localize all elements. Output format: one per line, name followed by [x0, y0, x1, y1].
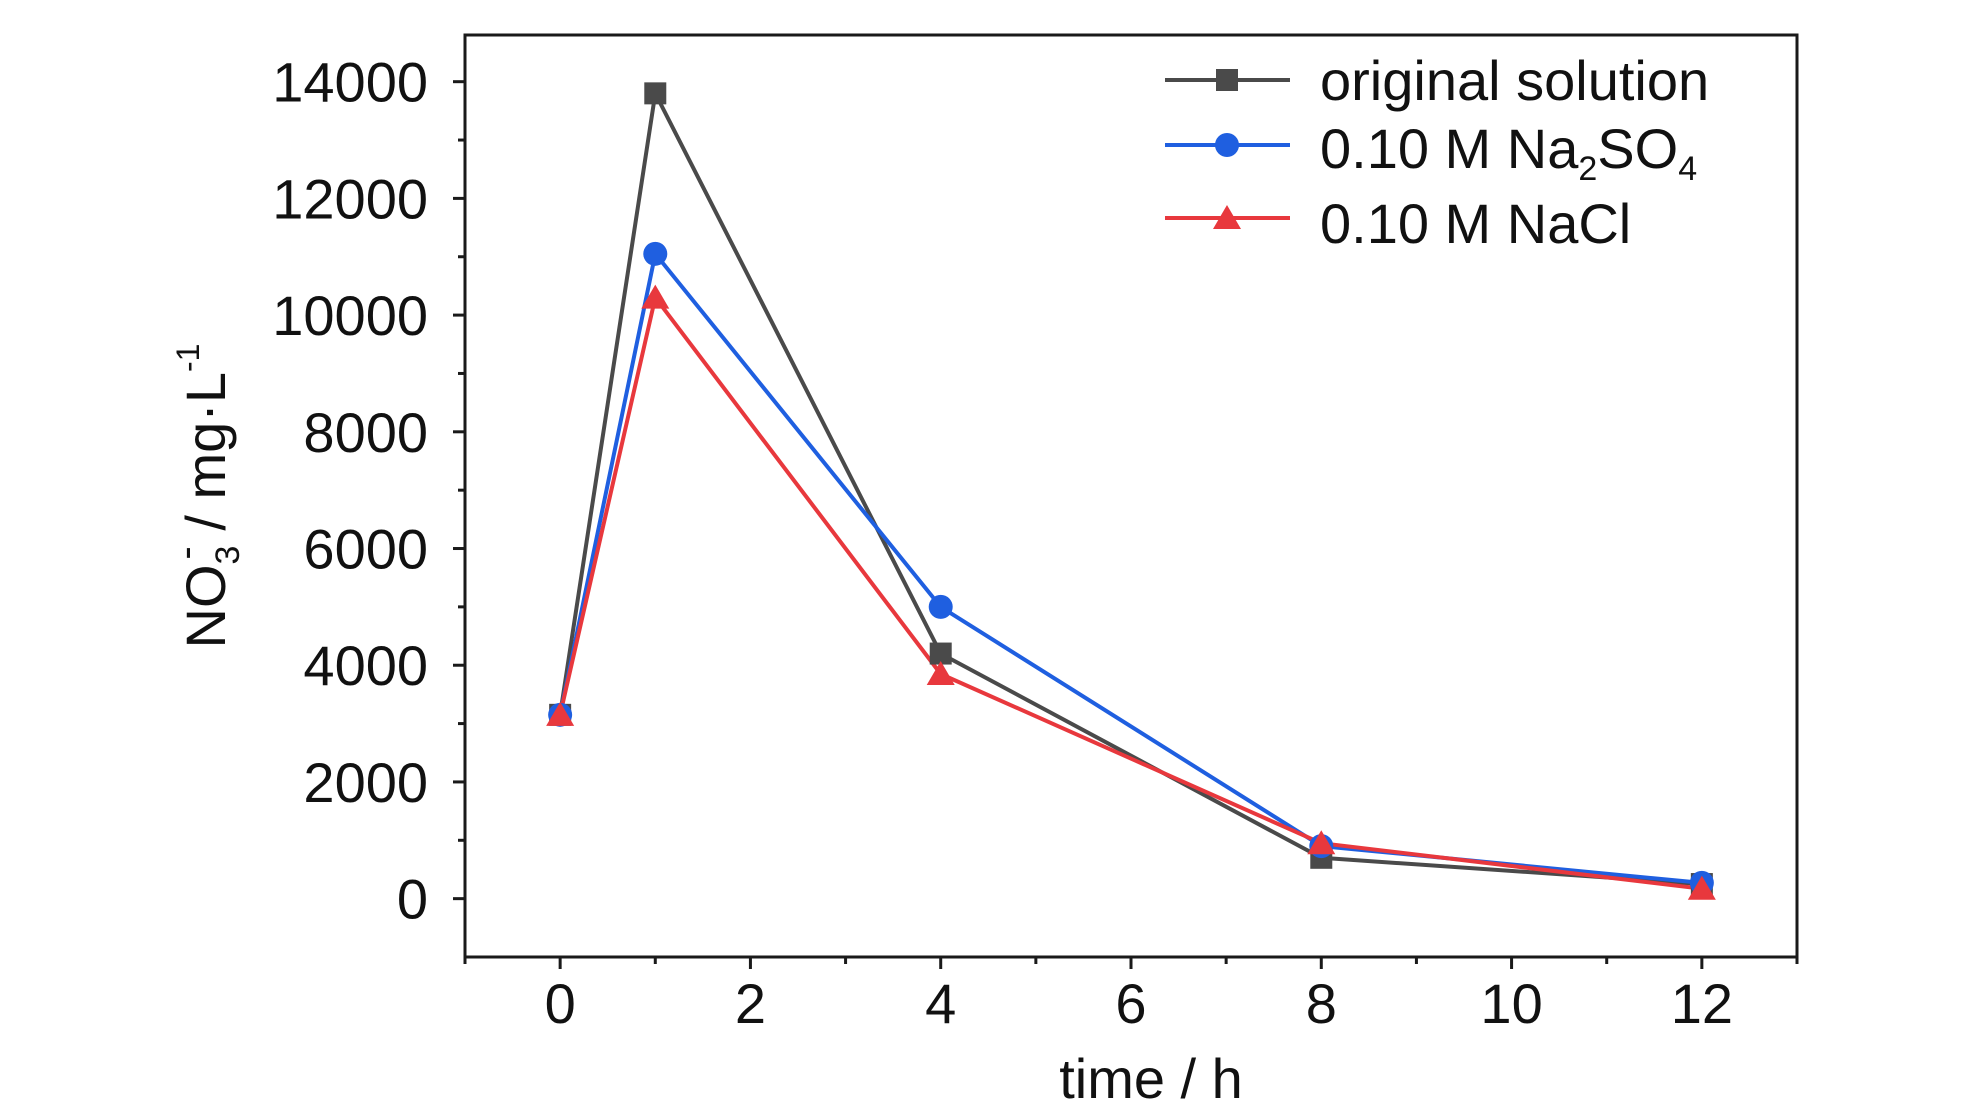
legend-label-na2so4: 0.10 M Na2SO4	[1320, 117, 1697, 188]
y-tick-label: 10000	[272, 284, 428, 347]
data-point-circle	[643, 241, 668, 266]
y-tick-label: 8000	[303, 401, 428, 464]
data-point-triangle	[1307, 830, 1336, 855]
x-tick-label: 0	[545, 972, 576, 1035]
y-axis-label: NO3- / mg·L-1	[164, 344, 247, 649]
data-point-square	[644, 82, 667, 105]
tick-labels: 0 2 4 6 8 10 12 0 2000 4000 6000 8000 10000 12000 1400…	[272, 51, 1733, 1035]
data-point-triangle	[1687, 875, 1716, 900]
legend-marker-triangle-icon	[1213, 205, 1241, 229]
x-tick-label: 12	[1671, 972, 1733, 1035]
legend-entry-original: original solution	[1165, 49, 1709, 112]
legend-marker-circle-icon	[1215, 133, 1239, 157]
y-tick-label: 2000	[303, 751, 428, 814]
series-markers	[546, 82, 1716, 900]
x-tick-label: 4	[925, 972, 956, 1035]
y-tick-label: 0	[397, 868, 428, 931]
y-label-rest: / mg·L	[174, 372, 237, 546]
legend-label-nacl: 0.10 M NaCl	[1320, 192, 1631, 255]
y-tick-label: 6000	[303, 518, 428, 581]
x-axis-label: time / h	[1059, 1047, 1243, 1110]
y-label-base: NO	[174, 564, 237, 648]
series-line-1	[558, 251, 1703, 885]
y-tick-label: 12000	[272, 167, 428, 230]
y-label-charge: -	[164, 546, 208, 559]
data-point-square	[929, 642, 952, 665]
y-tick-label: 14000	[272, 51, 428, 114]
y-label-exp: -1	[170, 344, 206, 372]
data-point-triangle	[926, 660, 955, 685]
series-line-2	[558, 295, 1703, 891]
data-point-triangle	[546, 701, 575, 726]
y-label-sub: 3	[209, 546, 247, 565]
data-point-circle	[928, 594, 953, 619]
legend-entry-nacl: 0.10 M NaCl	[1165, 192, 1631, 255]
legend-marker-square-icon	[1216, 69, 1238, 91]
x-tick-label: 8	[1306, 972, 1337, 1035]
legend: original solution 0.10 M Na2SO4 0.10 M N…	[1165, 49, 1709, 255]
x-tick-label: 2	[735, 972, 766, 1035]
data-point-triangle	[641, 284, 670, 309]
x-tick-label: 6	[1115, 972, 1146, 1035]
y-tick-label: 4000	[303, 634, 428, 697]
legend-label-original: original solution	[1320, 49, 1709, 112]
x-tick-label: 10	[1480, 972, 1542, 1035]
legend-entry-na2so4: 0.10 M Na2SO4	[1165, 117, 1697, 188]
axis-ticks	[453, 80, 1799, 969]
